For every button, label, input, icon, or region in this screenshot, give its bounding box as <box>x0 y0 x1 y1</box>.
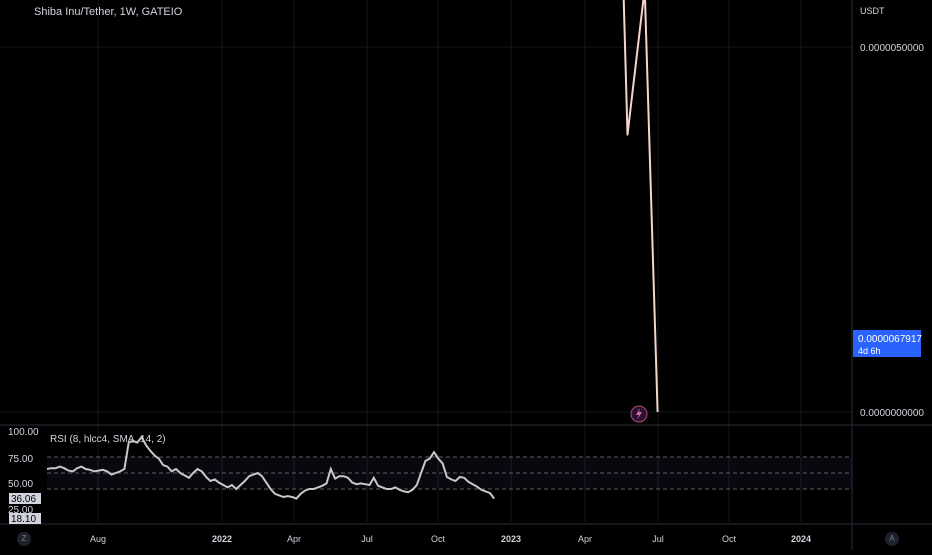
time-tick-label: 2024 <box>791 534 811 544</box>
time-tick-label: Oct <box>431 534 446 544</box>
price-tick-label: 0.0000050000 <box>860 43 924 54</box>
time-tick-label: Oct <box>722 534 737 544</box>
chart-title: Shiba Inu/Tether, 1W, GATEIO <box>34 6 183 18</box>
grid-lines <box>0 0 852 522</box>
rsi-ma-badge: 36.06 <box>9 493 41 505</box>
time-tick-label: Apr <box>578 534 592 544</box>
rsi-ma-badge-bg <box>9 493 41 504</box>
rsi-value-badge-bg <box>9 513 41 524</box>
bearish-projection-path <box>622 0 659 413</box>
time-tick-label: 2023 <box>501 534 521 544</box>
time-tick-label: Jul <box>361 534 373 544</box>
price-axis: 0.00003500000.00003000000.00002500000.00… <box>860 43 924 419</box>
price-badge-countdown: 4d 6h <box>858 346 881 356</box>
time-tick-label: Jul <box>652 534 664 544</box>
lightning-icon-glyph <box>636 408 642 420</box>
auto-scale-button[interactable]: A <box>885 532 899 546</box>
rsi-ma-badge-text: 36.06 <box>11 494 36 505</box>
rsi-title: RSI (8, hlcc4, SMA, 14, 2) <box>50 434 166 445</box>
time-tick-label: Apr <box>287 534 301 544</box>
time-tick-label: 2022 <box>212 534 232 544</box>
time-tick-label: Aug <box>90 534 106 544</box>
price-badge-value: 0.0000067917 <box>858 334 922 345</box>
lightning-icon <box>630 405 648 423</box>
time-axis: Aug 2022 Apr Jul Oct 2023 Apr Jul Oct 2024 <box>90 534 811 544</box>
rsi-line <box>46 435 495 500</box>
price-tick-label: 0.0000000000 <box>860 408 924 419</box>
rsi-tick-label: 75.00 <box>8 454 33 465</box>
price-badge-bg <box>853 330 921 357</box>
rsi-value-badge: 18.10 <box>9 513 41 525</box>
rsi-tick-label: 100.00 <box>8 427 39 438</box>
rsi-tick-label: 50.00 <box>8 479 33 490</box>
price-unit: USDT <box>860 6 885 16</box>
rsi-value-badge-text: 18.10 <box>11 514 36 525</box>
timezone-button[interactable]: Z <box>17 532 31 546</box>
rsi-tick-label: 25.00 <box>8 505 33 516</box>
